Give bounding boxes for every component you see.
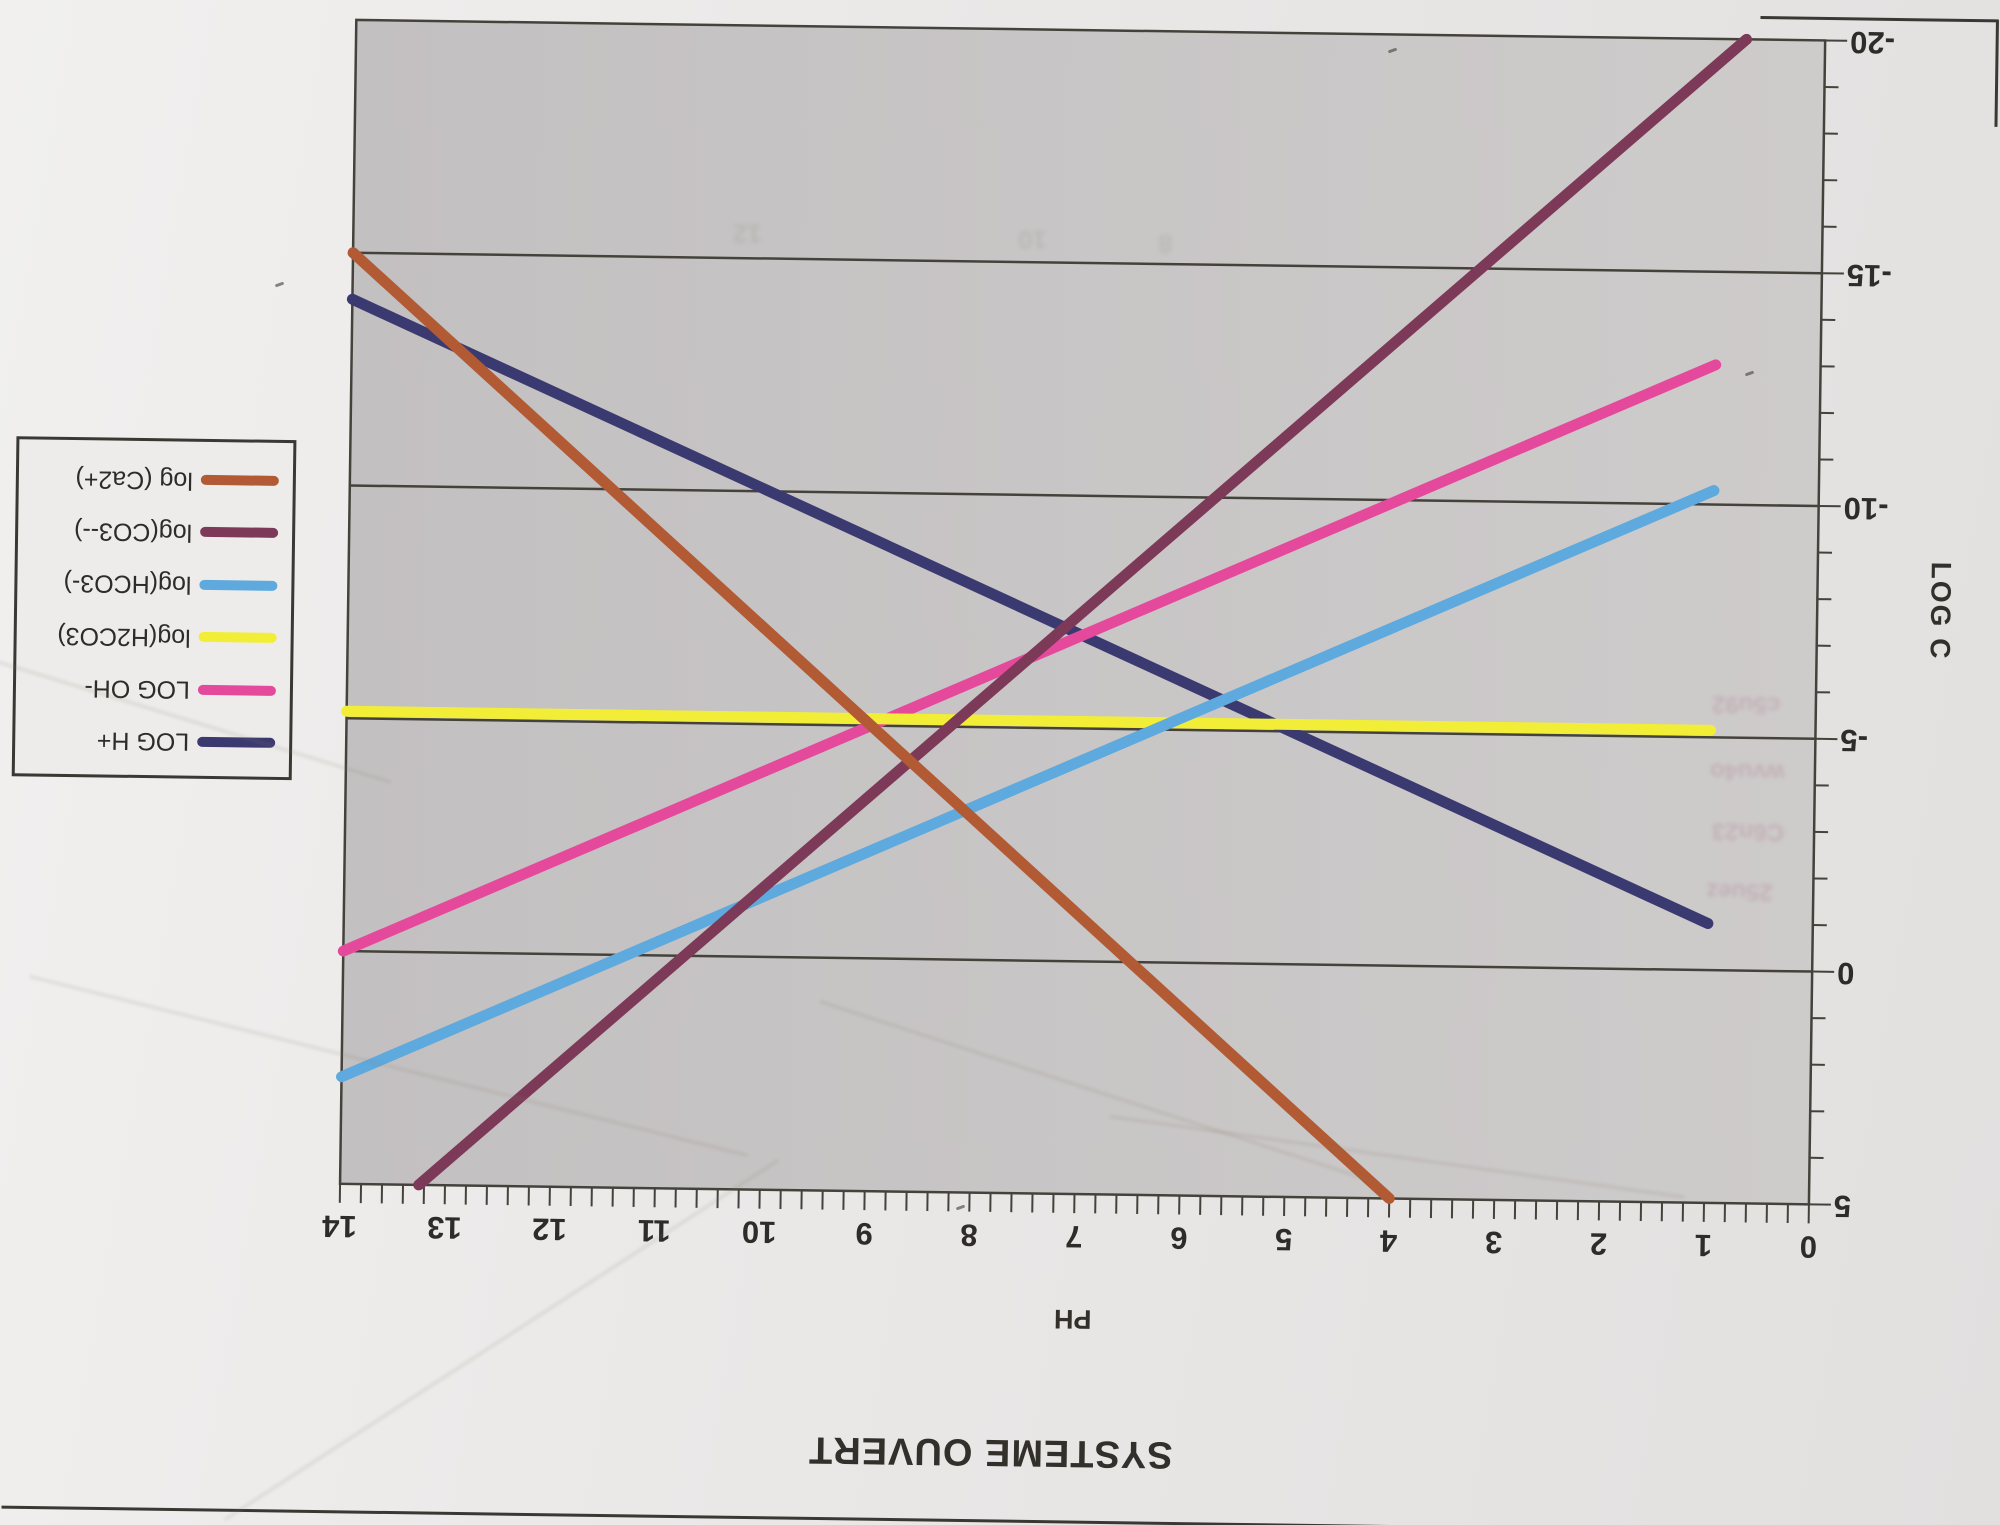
x-tick-label: 11 [637,1212,671,1249]
x-tick-label: 10 [741,1214,777,1250]
legend-swatch-log-h2co3- [198,632,277,644]
legend-swatch-log-ca2- [200,474,279,486]
legend-label: log (Ca2+) [75,464,194,495]
x-tick-label: 13 [426,1210,462,1246]
legend-label: log(HCO3-) [63,569,192,600]
legend-label: LOG H+ [96,726,190,757]
x-tick-label: 5 [1274,1221,1293,1258]
x-tick-label: 2 [1589,1226,1608,1262]
y-axis-title: LOG C [1924,561,1957,661]
legend-label: log(H2CO3) [57,621,191,652]
legend-box: LOG H+ LOG OH-log(H2CO3) log(HCO3-) log(CO3… [11,436,297,781]
legend-item: log(H2CO3) [16,610,291,662]
y-tick-label: 0 [1836,955,1855,992]
legend-swatch-log-h- [197,736,276,748]
x-tick-label: 1 [1694,1227,1713,1263]
y-tick-label: -20 [1849,24,1896,61]
legend-swatch-log-hco3- [199,579,278,591]
legend-item: log (Ca2+) [19,453,294,505]
x-tick-label: 14 [321,1208,357,1245]
legend-swatch-log-co3- [200,527,279,539]
legend-item: log(CO3--) [18,506,293,558]
y-tick-label: 5 [1833,1188,1852,1224]
legend-item: LOG OH- [16,663,291,715]
y-tick-label: -15 [1846,257,1892,294]
legend-item: log(HCO3-) [17,558,292,610]
legend-label: log(CO3--) [73,516,193,547]
x-tick-label: 9 [855,1216,873,1252]
x-tick-label: 3 [1484,1224,1503,1261]
x-tick-label: 8 [960,1217,978,1253]
x-tick-label: 7 [1065,1218,1083,1255]
x-tick-label: 0 [1799,1229,1818,1265]
legend-label: LOG OH- [84,674,191,704]
x-tick-label: 12 [531,1211,567,1247]
x-tick-label: 4 [1379,1223,1398,1259]
y-tick-label: -10 [1843,490,1889,526]
legend-item: LOG H+ [15,715,290,767]
legend-swatch-log-oh- [197,684,277,696]
y-tick-label: -5 [1840,723,1869,759]
x-tick-label: 6 [1169,1220,1188,1256]
